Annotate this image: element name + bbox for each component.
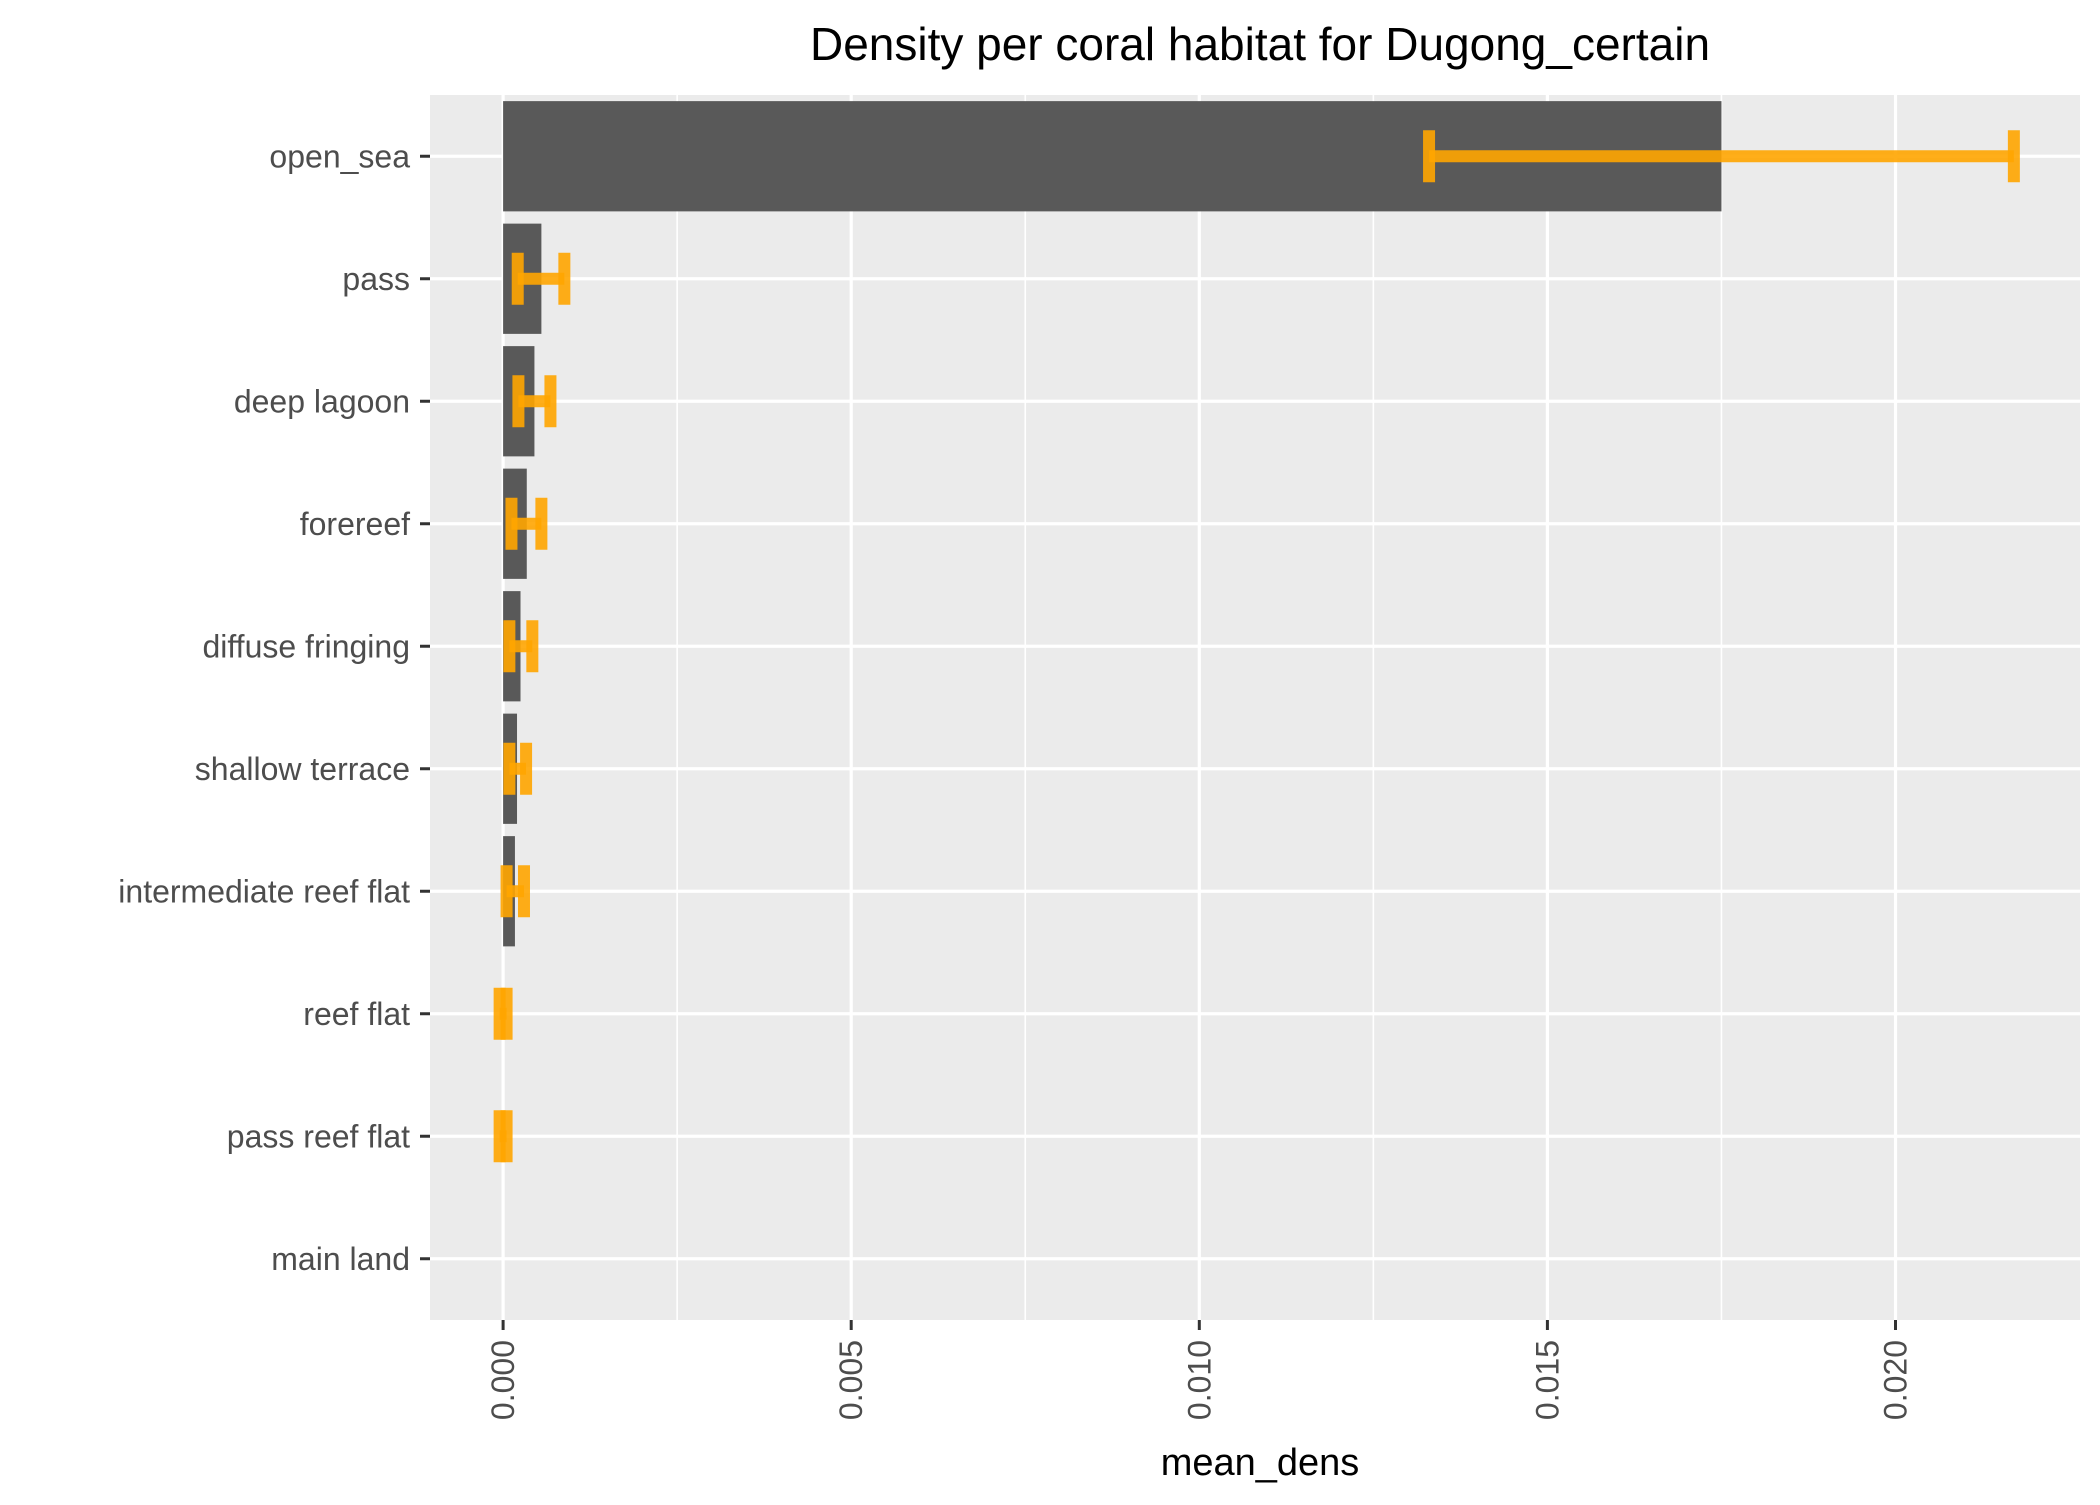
y-tick-label: open_sea <box>269 138 410 174</box>
x-tick-label: 0.010 <box>1181 1340 1217 1420</box>
x-tick-label: 0.020 <box>1878 1340 1914 1420</box>
y-tick-label: deep lagoon <box>234 383 410 419</box>
y-tick-label: pass reef flat <box>227 1118 410 1154</box>
x-tick-label: 0.000 <box>485 1340 521 1420</box>
x-axis-title: mean_dens <box>1161 1442 1360 1484</box>
plot-panel <box>430 95 2080 1320</box>
y-tick-label: reef flat <box>303 996 410 1032</box>
y-tick-label: intermediate reef flat <box>118 873 410 909</box>
y-tick-label: forereef <box>300 506 410 542</box>
chart-title: Density per coral habitat for Dugong_cer… <box>810 18 1710 70</box>
x-tick-label: 0.005 <box>833 1340 869 1420</box>
y-tick-label: diffuse fringing <box>202 628 410 664</box>
y-tick-label: pass <box>342 261 410 297</box>
y-tick-label: main land <box>271 1241 410 1277</box>
y-tick-label: shallow terrace <box>195 751 410 787</box>
x-tick-label: 0.015 <box>1529 1340 1565 1420</box>
